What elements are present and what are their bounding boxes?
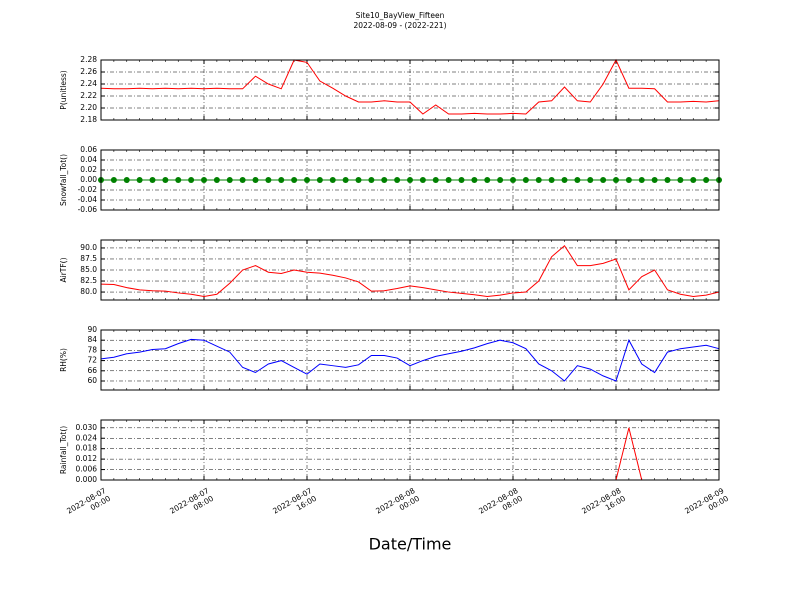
data-point	[561, 177, 568, 183]
data-point	[123, 177, 130, 183]
y-tick-label: 0.00	[80, 175, 97, 184]
data-point	[690, 177, 697, 183]
data-point	[355, 177, 362, 183]
y-tick-label: 84	[87, 335, 97, 344]
y-tick-label: 78	[87, 345, 97, 354]
data-point	[316, 177, 323, 183]
data-point	[342, 177, 349, 183]
y-tick-label: 2.28	[80, 55, 97, 64]
y-axis-label: P(unitless)	[59, 70, 68, 109]
data-point	[574, 177, 581, 183]
x-axis-label: Date/Time	[369, 535, 452, 554]
data-point	[613, 177, 619, 183]
data-point	[445, 177, 452, 183]
data-point	[432, 177, 439, 183]
data-point	[484, 177, 491, 183]
panel-frame	[100, 149, 720, 211]
data-point	[136, 177, 143, 183]
panel-frame	[100, 329, 720, 391]
y-axis-label: Rainfall_Tot()	[59, 426, 68, 474]
y-tick-label: 0.04	[80, 155, 97, 164]
y-tick-label: 90	[87, 325, 97, 334]
data-point	[407, 177, 413, 183]
y-tick-label: 0.024	[76, 433, 98, 442]
data-point	[368, 177, 375, 183]
y-tick-label: 2.24	[80, 79, 97, 88]
panel-frame	[100, 239, 720, 301]
data-point	[201, 177, 207, 183]
data-point	[291, 177, 298, 183]
data-point	[497, 177, 504, 183]
data-point	[703, 177, 710, 183]
y-tick-label: 2.18	[80, 115, 97, 124]
data-point	[188, 177, 195, 183]
y-tick-label: 0.030	[76, 423, 98, 432]
data-point	[252, 177, 259, 183]
y-tick-label: -0.02	[78, 185, 98, 194]
y-tick-label: 90.0	[80, 243, 97, 252]
chart-subtitle: 2022-08-09 - (2022-221)	[353, 21, 446, 30]
y-tick-label: 2.26	[80, 67, 97, 76]
y-tick-label: -0.04	[78, 195, 98, 204]
data-point	[213, 177, 220, 183]
data-point	[110, 177, 117, 183]
y-tick-label: 0.006	[76, 465, 98, 474]
y-tick-label: 0.06	[80, 145, 97, 154]
panel-frame	[100, 419, 720, 481]
data-point	[175, 177, 182, 183]
data-point	[664, 177, 671, 183]
chart-title: Site10_BayView_Fifteen	[356, 11, 445, 20]
y-tick-label: 82.5	[80, 276, 97, 285]
y-tick-label: 66	[87, 366, 97, 375]
data-point	[522, 177, 529, 183]
data-point	[625, 177, 632, 183]
data-point	[381, 177, 388, 183]
data-point	[677, 177, 684, 183]
y-tick-label: 87.5	[80, 254, 97, 263]
data-point	[510, 177, 516, 183]
data-point	[226, 177, 233, 183]
data-point	[265, 177, 272, 183]
data-point	[535, 177, 542, 183]
data-line	[100, 244, 720, 297]
y-axis-label: RH(%)	[59, 348, 68, 372]
data-point	[419, 177, 426, 183]
data-point	[278, 177, 285, 183]
data-point	[471, 177, 478, 183]
data-point	[162, 177, 169, 183]
y-tick-label: 80.0	[80, 287, 97, 296]
y-tick-label: 60	[87, 376, 97, 385]
y-tick-label: 0.012	[76, 454, 98, 463]
data-point	[651, 177, 658, 183]
data-point	[638, 177, 645, 183]
y-tick-label: 2.20	[80, 103, 97, 112]
data-point	[548, 177, 555, 183]
data-point	[239, 177, 246, 183]
y-axis-label: Snowfall_Tot()	[59, 154, 68, 206]
y-axis-label: AirTF()	[59, 257, 68, 282]
y-tick-label: -0.06	[78, 205, 98, 214]
data-point	[394, 177, 401, 183]
data-point	[587, 177, 594, 183]
y-tick-label: 85.0	[80, 265, 97, 274]
y-tick-label: 0.018	[76, 444, 98, 453]
y-tick-label: 0.02	[80, 165, 97, 174]
data-point	[304, 177, 310, 183]
data-point	[600, 177, 607, 183]
data-line	[100, 338, 720, 382]
data-point	[149, 177, 156, 183]
panel-frame	[100, 59, 720, 121]
y-tick-label: 72	[87, 356, 97, 365]
data-point	[458, 177, 465, 183]
y-tick-label: 0.000	[76, 475, 98, 484]
y-tick-label: 2.22	[80, 91, 97, 100]
data-point	[329, 177, 336, 183]
